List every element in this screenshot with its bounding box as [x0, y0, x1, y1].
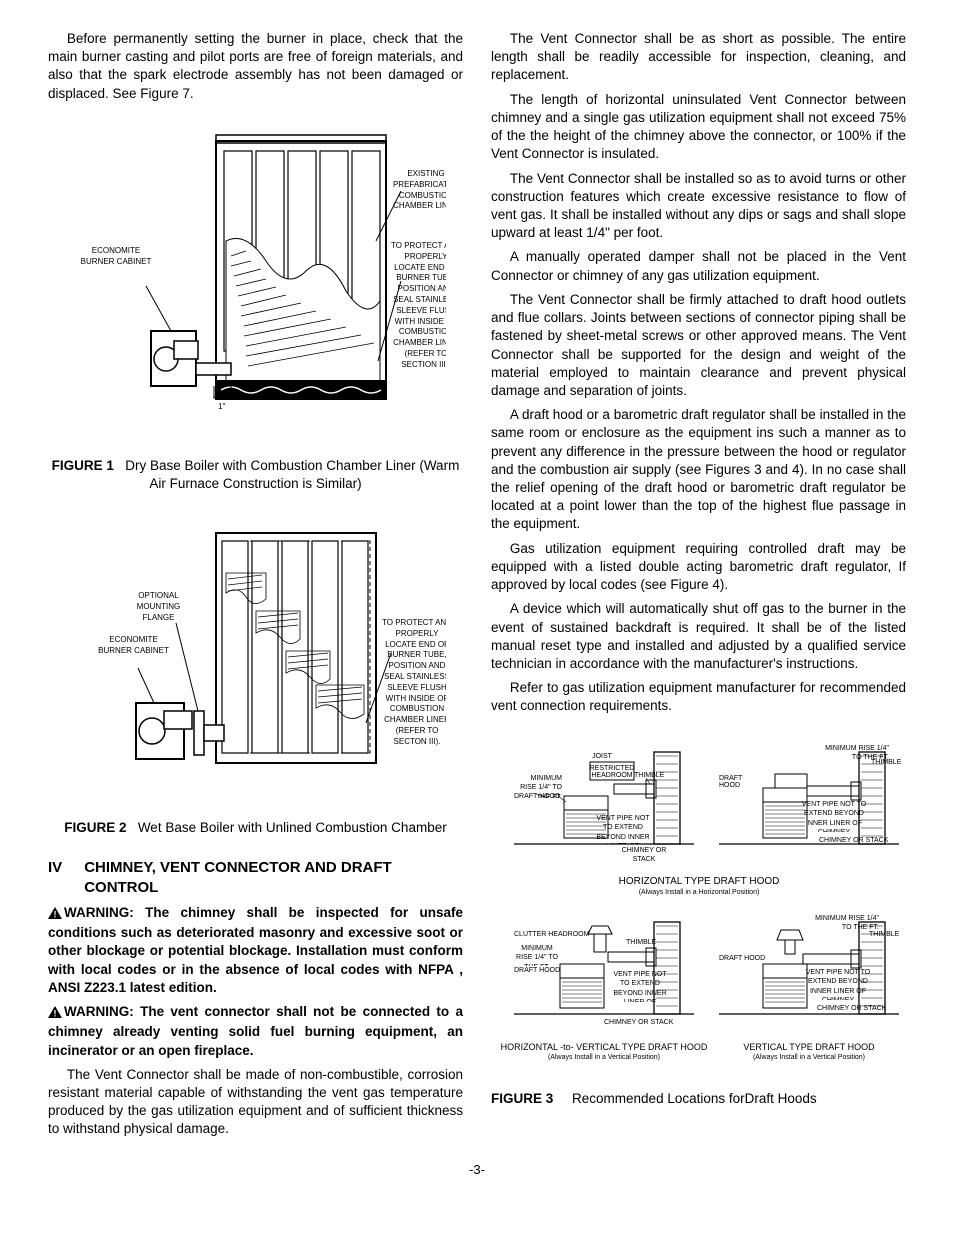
- svg-text:CHIMNEY OR STACK: CHIMNEY OR STACK: [817, 1005, 887, 1012]
- figure-2: OPTIONAL MOUNTING FLANGE ECONOMITE BURNE…: [48, 513, 463, 837]
- page-number: -3-: [48, 1161, 906, 1179]
- svg-text:RESTRICTED: RESTRICTED: [589, 765, 634, 772]
- svg-text:CLUTTER HEADROOM: CLUTTER HEADROOM: [514, 931, 590, 938]
- fig3-botright-label: VERTICAL TYPE DRAFT HOOD: [743, 1042, 875, 1052]
- warning-icon: !: [48, 906, 62, 924]
- svg-text:!: !: [54, 910, 57, 920]
- figure-2-svg: OPTIONAL MOUNTING FLANGE ECONOMITE BURNE…: [66, 513, 446, 813]
- svg-text:DRAFT HOOD: DRAFT HOOD: [719, 955, 765, 962]
- right-p7: Gas utilization equipment requiring cont…: [491, 540, 906, 595]
- svg-text:DRAFT: DRAFT: [719, 775, 743, 782]
- right-p5: The Vent Connector shall be firmly attac…: [491, 291, 906, 400]
- warning-1: ! WARNING: The chimney shall be inspecte…: [48, 904, 463, 997]
- right-p3: The Vent Connector shall be installed so…: [491, 170, 906, 243]
- right-column: The Vent Connector shall be as short as …: [491, 30, 906, 1145]
- warning-icon: !: [48, 1005, 62, 1023]
- right-p4: A manually operated damper shall not be …: [491, 248, 906, 284]
- figure-2-caption: FIGURE 2 Wet Base Boiler with Unlined Co…: [48, 819, 463, 837]
- svg-text:JOIST: JOIST: [592, 753, 613, 760]
- section-4-heading: IV CHIMNEY, VENT CONNECTOR AND DRAFT CON…: [48, 858, 463, 899]
- right-p8: A device which will automatically shut o…: [491, 600, 906, 673]
- svg-text:THIMBLE: THIMBLE: [869, 931, 900, 938]
- figure-1: 1" ECONOMITE BURNER CABINET EXISTING PRE…: [48, 121, 463, 493]
- svg-text:(Always Install in a Vertical: (Always Install in a Vertical Position): [752, 1054, 864, 1061]
- svg-text:DRAFT HOOD: DRAFT HOOD: [514, 793, 560, 800]
- svg-text:1": 1": [218, 402, 225, 411]
- svg-text:THIMBLE: THIMBLE: [634, 772, 665, 779]
- fig3-top-label: HORIZONTAL TYPE DRAFT HOOD: [618, 876, 779, 887]
- right-p1: The Vent Connector shall be as short as …: [491, 30, 906, 85]
- svg-text:THIMBLE: THIMBLE: [626, 939, 657, 946]
- svg-text:THIMBLE: THIMBLE: [871, 759, 902, 766]
- svg-text:DRAFT HOOD: DRAFT HOOD: [514, 967, 560, 974]
- figure-3: RESTRICTED HEADROOM JOIST MINIMUM RISE 1…: [491, 744, 906, 1108]
- figure-1-caption: FIGURE 1 Dry Base Boiler with Combustion…: [48, 457, 463, 493]
- svg-text:(Always Install in a Horizonta: (Always Install in a Horizontal Position…: [638, 889, 759, 896]
- svg-text:(Always Install in a Vertical: (Always Install in a Vertical Position): [547, 1054, 659, 1061]
- svg-text:CHIMNEY OR STACK: CHIMNEY OR STACK: [604, 1019, 674, 1026]
- svg-text:!: !: [54, 1009, 57, 1019]
- right-p2: The length of horizontal uninsulated Ven…: [491, 91, 906, 164]
- svg-text:CHIMNEY OR STACK: CHIMNEY OR STACK: [819, 837, 889, 844]
- figure-3-caption: FIGURE 3 Recommended Locations forDraft …: [491, 1090, 906, 1108]
- left-p1: The Vent Connector shall be made of non-…: [48, 1066, 463, 1139]
- svg-text:HOOD: HOOD: [719, 782, 740, 789]
- fig3-botleft-label: HORIZONTAL -to- VERTICAL TYPE DRAFT HOOD: [500, 1042, 707, 1052]
- right-p6: A draft hood or a barometric draft regul…: [491, 406, 906, 534]
- intro-paragraph: Before permanently setting the burner in…: [48, 30, 463, 103]
- figure-1-svg: 1" ECONOMITE BURNER CABINET EXISTING PRE…: [66, 121, 446, 451]
- svg-text:HEADROOM: HEADROOM: [591, 772, 632, 779]
- left-column: Before permanently setting the burner in…: [48, 30, 463, 1145]
- warning-2: ! WARNING: The vent connector shall not …: [48, 1003, 463, 1060]
- figure-3-svg: RESTRICTED HEADROOM JOIST MINIMUM RISE 1…: [494, 744, 904, 1084]
- right-p9: Refer to gas utilization equipment manuf…: [491, 679, 906, 715]
